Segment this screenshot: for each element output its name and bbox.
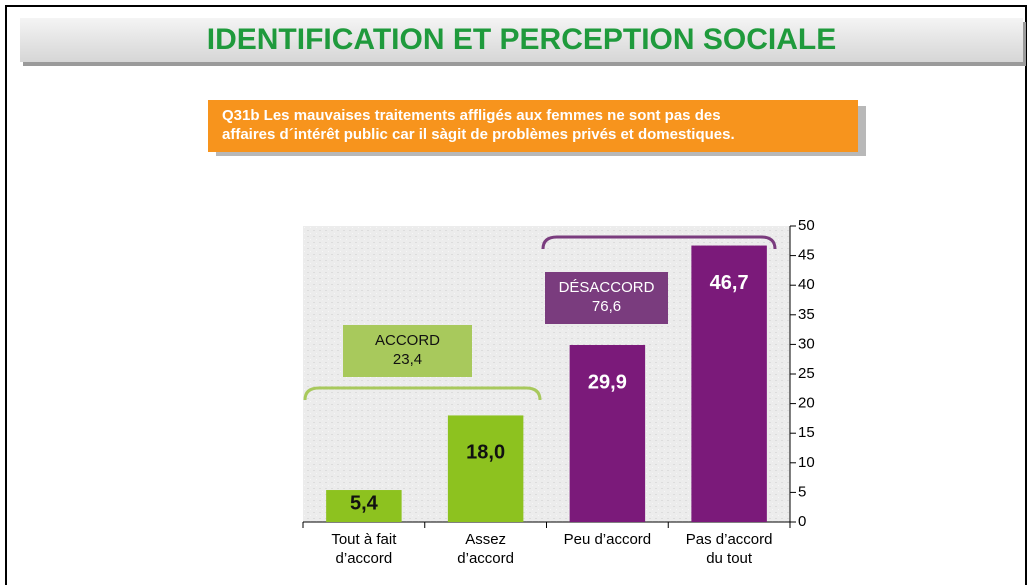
y-tick-label: 30 — [798, 335, 815, 352]
y-tick-label: 45 — [798, 247, 815, 264]
bar — [447, 415, 524, 522]
value-label: 29,9 — [588, 371, 627, 393]
group-label: DÉSACCORD — [559, 279, 655, 296]
group-box — [343, 325, 472, 377]
group-bracket — [303, 386, 542, 401]
y-tick-label: 50 — [798, 217, 815, 234]
bar — [326, 490, 402, 522]
value-label: 5,4 — [350, 492, 379, 514]
y-tick-label: 10 — [798, 454, 815, 471]
y-tick-label: 15 — [798, 424, 815, 441]
title: IDENTIFICATION ET PERCEPTION SOCIALE — [206, 23, 837, 56]
value-label: 18,0 — [466, 442, 505, 464]
x-tick-label: Tout à fait d’accord — [331, 531, 397, 567]
bar — [691, 245, 767, 522]
title-banner — [20, 18, 1023, 62]
group-label: ACCORD — [375, 332, 440, 349]
y-tick-label: 40 — [798, 276, 815, 293]
frame — [5, 5, 1027, 585]
y-tick-label: 35 — [798, 306, 815, 323]
group-value: 76,6 — [592, 298, 621, 315]
group-box — [545, 272, 668, 324]
value-label: 46,7 — [710, 272, 749, 294]
x-tick-label: Pas d’accord du tout — [685, 531, 773, 567]
y-tick-label: 20 — [798, 395, 815, 412]
x-tick-label: Peu d’accord — [563, 531, 652, 548]
y-tick-label: 25 — [798, 365, 815, 382]
group-value: 23,4 — [393, 351, 422, 368]
y-tick-label: 5 — [798, 483, 806, 500]
y-tick-label: 0 — [798, 513, 806, 530]
question: Q31b Les mauvaises traitements affligés … — [208, 100, 858, 152]
x-tick-label: Assez d’accord — [457, 531, 514, 567]
bar — [569, 344, 646, 522]
group-bracket — [541, 235, 777, 250]
